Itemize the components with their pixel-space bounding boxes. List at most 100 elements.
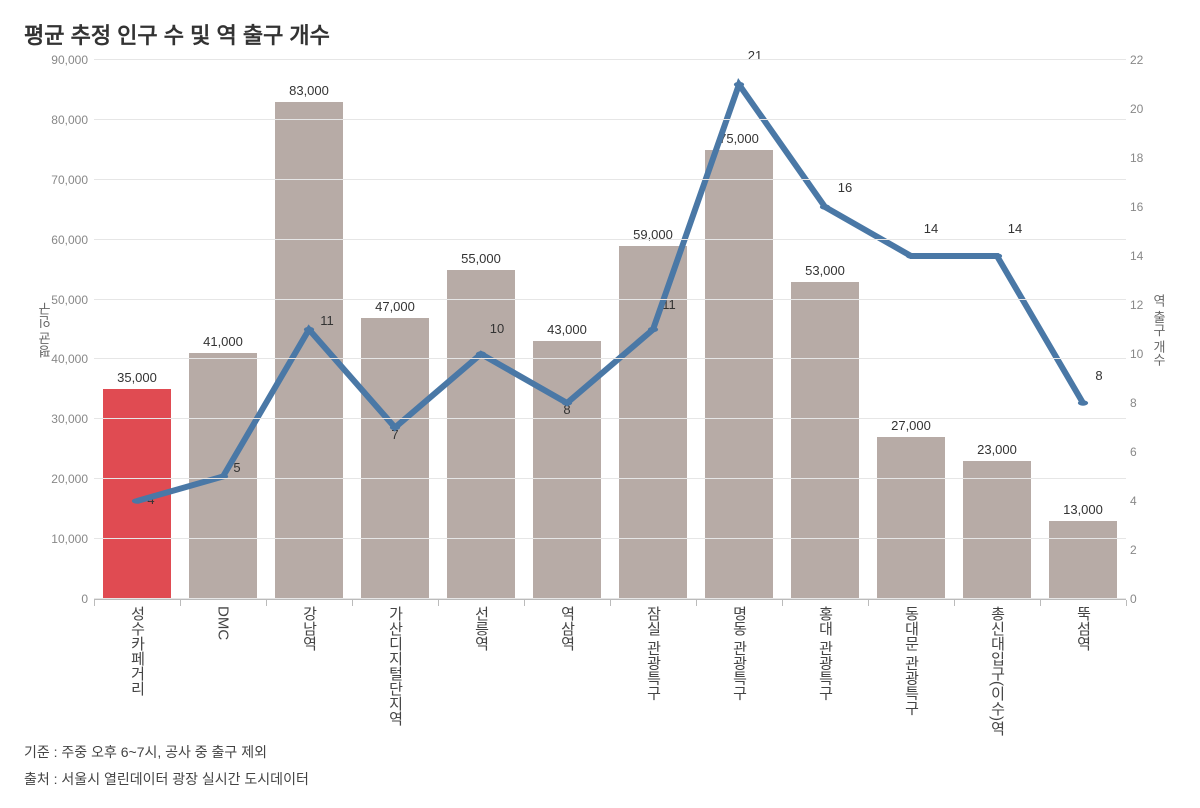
bar-slot: 27,000 [868, 60, 954, 599]
line-value-label: 5 [233, 460, 240, 475]
bar-value-label: 23,000 [963, 442, 1032, 461]
bar-value-label: 41,000 [189, 334, 258, 353]
y-right-tick: 20 [1130, 102, 1156, 116]
x-tick [94, 600, 95, 606]
y-left-tick: 90,000 [36, 53, 88, 67]
x-tick [524, 600, 525, 606]
y-right-tick: 0 [1130, 592, 1156, 606]
y-right-tick: 12 [1130, 298, 1156, 312]
y-right-tick: 10 [1130, 347, 1156, 361]
gridline [94, 538, 1126, 539]
x-axis-category-label: 뚝섬역 [1073, 606, 1094, 651]
bar: 23,000 [963, 461, 1032, 599]
y-left-tick: 60,000 [36, 233, 88, 247]
gridline [94, 598, 1126, 599]
gridline [94, 299, 1126, 300]
y-right-tick: 4 [1130, 494, 1156, 508]
bar-slot: 53,000 [782, 60, 868, 599]
bar-slot: 59,000 [610, 60, 696, 599]
x-tick [352, 600, 353, 606]
bar: 13,000 [1049, 521, 1118, 599]
bar: 35,000 [103, 389, 172, 599]
bar-value-label: 47,000 [361, 299, 430, 318]
line-value-label: 4 [147, 492, 154, 507]
bar-value-label: 13,000 [1049, 502, 1118, 521]
bar-value-label: 59,000 [619, 227, 688, 246]
bar-value-label: 35,000 [103, 370, 172, 389]
bar: 47,000 [361, 318, 430, 599]
y-right-tick: 6 [1130, 445, 1156, 459]
chart-area: 평균 인구 역 출구 개수 35,00041,00083,00047,00055… [94, 60, 1126, 600]
x-axis-labels: 성수카페거리DMC강남역가산디지털단지역선릉역역삼역잠실 관광특구명동 관광특구… [94, 606, 1126, 736]
y-right-tick: 16 [1130, 200, 1156, 214]
bar: 43,000 [533, 341, 602, 599]
bar-slot: 35,000 [94, 60, 180, 599]
gridline [94, 239, 1126, 240]
line-value-label: 16 [838, 180, 852, 195]
x-axis-category-label: 가산디지털단지역 [385, 606, 406, 726]
y-right-tick: 22 [1130, 53, 1156, 67]
x-tick [868, 600, 869, 606]
footnote-1: 기준 : 주중 오후 6~7시, 공사 중 출구 제외 [24, 742, 1176, 763]
line-value-label: 11 [320, 313, 334, 328]
bar-slot: 55,000 [438, 60, 524, 599]
x-tick [180, 600, 181, 606]
bar-value-label: 53,000 [791, 263, 860, 282]
x-tick [696, 600, 697, 606]
x-tick [1126, 600, 1127, 606]
x-tick [1040, 600, 1041, 606]
bar: 53,000 [791, 282, 860, 599]
y-left-tick: 20,000 [36, 472, 88, 486]
y-right-tick: 14 [1130, 249, 1156, 263]
bar-value-label: 75,000 [705, 131, 774, 150]
y-left-tick: 80,000 [36, 113, 88, 127]
bar-slot: 75,000 [696, 60, 782, 599]
bar: 75,000 [705, 150, 774, 599]
line-value-label: 8 [1095, 368, 1102, 383]
x-axis-category-label: DMC [215, 606, 232, 640]
gridline [94, 418, 1126, 419]
x-axis-category-label: 성수카페거리 [127, 606, 148, 696]
footnote-2: 출처 : 서울시 열린데이터 광장 실시간 도시데이터 [24, 769, 1176, 790]
y-left-tick: 0 [36, 592, 88, 606]
bar: 27,000 [877, 437, 946, 599]
bar-value-label: 43,000 [533, 322, 602, 341]
line-value-label: 14 [1008, 221, 1022, 236]
line-value-label: 7 [391, 427, 398, 442]
bar-value-label: 83,000 [275, 83, 344, 102]
bar-slot: 43,000 [524, 60, 610, 599]
gridline [94, 179, 1126, 180]
x-axis-category-label: 총신대입구(이수)역 [987, 606, 1008, 736]
bar-value-label: 55,000 [447, 251, 516, 270]
x-axis-category-label: 홍대 관광특구 [815, 606, 836, 700]
y-left-tick: 10,000 [36, 532, 88, 546]
bar-slot: 23,000 [954, 60, 1040, 599]
bar: 83,000 [275, 102, 344, 599]
bar-slot: 47,000 [352, 60, 438, 599]
y-left-tick: 40,000 [36, 352, 88, 366]
x-axis-category-label: 선릉역 [471, 606, 492, 651]
bar-slot: 41,000 [180, 60, 266, 599]
bar: 55,000 [447, 270, 516, 599]
gridline [94, 59, 1126, 60]
x-axis-category-label: 역삼역 [557, 606, 578, 651]
gridline [94, 119, 1126, 120]
x-axis-category-label: 강남역 [299, 606, 320, 651]
y-right-tick: 18 [1130, 151, 1156, 165]
plot-area: 35,00041,00083,00047,00055,00043,00059,0… [94, 60, 1126, 599]
y-left-tick: 30,000 [36, 412, 88, 426]
bar-value-label: 27,000 [877, 418, 946, 437]
x-tick [610, 600, 611, 606]
x-tick [266, 600, 267, 606]
line-value-label: 10 [490, 321, 504, 336]
x-axis-category-label: 동대문 관광특구 [901, 606, 922, 715]
line-value-label: 14 [924, 221, 938, 236]
x-tick [438, 600, 439, 606]
x-tick [782, 600, 783, 606]
line-value-label: 21 [748, 48, 762, 63]
y-left-axis-label: 평균 인구 [36, 302, 55, 358]
x-tick [954, 600, 955, 606]
y-left-tick: 50,000 [36, 293, 88, 307]
y-left-tick: 70,000 [36, 173, 88, 187]
gridline [94, 478, 1126, 479]
